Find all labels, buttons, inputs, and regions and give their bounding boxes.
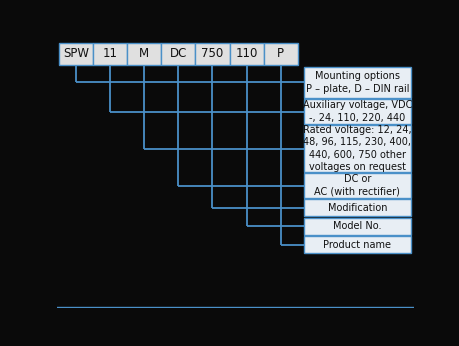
Text: DC: DC xyxy=(169,47,187,60)
FancyBboxPatch shape xyxy=(303,67,410,98)
Text: SPW: SPW xyxy=(63,47,89,60)
FancyBboxPatch shape xyxy=(303,99,410,124)
Text: 11: 11 xyxy=(102,47,118,60)
Text: DC or
AC (with rectifier): DC or AC (with rectifier) xyxy=(314,174,399,197)
Text: Mounting options
P – plate, D – DIN rail: Mounting options P – plate, D – DIN rail xyxy=(305,71,409,93)
Text: P: P xyxy=(277,47,284,60)
FancyBboxPatch shape xyxy=(59,43,93,65)
FancyBboxPatch shape xyxy=(195,43,229,65)
FancyBboxPatch shape xyxy=(93,43,127,65)
Text: Auxiliary voltage, VDC
-, 24, 110, 220, 440: Auxiliary voltage, VDC -, 24, 110, 220, … xyxy=(302,100,411,123)
FancyBboxPatch shape xyxy=(229,43,263,65)
FancyBboxPatch shape xyxy=(127,43,161,65)
Text: Modification: Modification xyxy=(327,203,386,213)
FancyBboxPatch shape xyxy=(161,43,195,65)
Text: 110: 110 xyxy=(235,47,257,60)
Text: 750: 750 xyxy=(201,47,223,60)
FancyBboxPatch shape xyxy=(303,236,410,253)
FancyBboxPatch shape xyxy=(263,43,297,65)
FancyBboxPatch shape xyxy=(303,126,410,172)
Text: M: M xyxy=(139,47,149,60)
FancyBboxPatch shape xyxy=(303,218,410,235)
Text: Rated voltage: 12, 24,
48, 96, 115, 230, 400,
440, 600, 750 other
voltages on re: Rated voltage: 12, 24, 48, 96, 115, 230,… xyxy=(302,125,411,172)
Text: Product name: Product name xyxy=(323,240,391,250)
FancyBboxPatch shape xyxy=(303,173,410,198)
Text: Model No.: Model No. xyxy=(332,221,381,231)
FancyBboxPatch shape xyxy=(303,199,410,216)
